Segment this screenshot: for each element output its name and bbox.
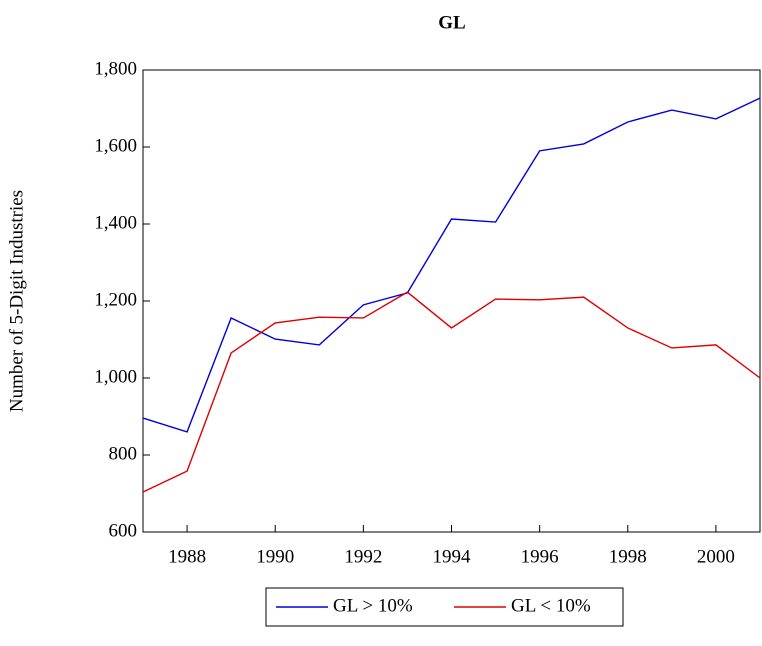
legend-box — [265, 587, 624, 627]
y-tick-label: 1,600 — [94, 135, 137, 156]
y-tick-label: 800 — [109, 443, 138, 464]
x-tick-label: 1988 — [168, 546, 206, 567]
series-line — [142, 291, 761, 493]
x-tick-label: 1992 — [344, 546, 382, 567]
series-line — [142, 97, 761, 433]
legend: GL > 10% GL < 10% — [265, 587, 624, 627]
legend-label: GL > 10% — [333, 595, 413, 616]
x-tick-label: 1994 — [433, 546, 472, 567]
plot-frame — [142, 69, 761, 533]
x-tick-label: 1996 — [521, 546, 559, 567]
legend-label: GL < 10% — [511, 595, 591, 616]
x-tick-label: 2000 — [697, 546, 735, 567]
y-tick-label: 1,400 — [94, 212, 137, 233]
y-axis-label: Number of 5-Digit Industries — [6, 190, 27, 412]
y-tick-label: 1,200 — [94, 289, 137, 310]
x-tick-label: 1990 — [256, 546, 294, 567]
y-tick-label: 1,800 — [94, 58, 137, 79]
chart-title: GL — [438, 12, 465, 33]
x-tick-label: 1998 — [609, 546, 647, 567]
y-tick-label: 1,000 — [94, 366, 137, 387]
y-tick-label: 600 — [109, 520, 138, 541]
